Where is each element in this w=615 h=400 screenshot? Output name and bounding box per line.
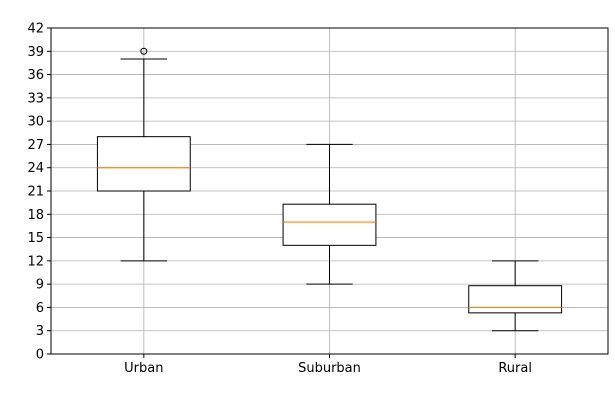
- y-tick-label: 27: [27, 138, 44, 153]
- y-tick-label: 6: [36, 301, 44, 316]
- x-tick-label: Rural: [498, 361, 532, 376]
- y-tick-label: 0: [36, 348, 44, 363]
- x-tick-label: Suburban: [298, 361, 361, 376]
- boxes: [96, 47, 563, 332]
- y-tick-label: 36: [27, 68, 44, 83]
- y-tick-label: 39: [27, 45, 44, 60]
- y-tick-label: 42: [27, 22, 44, 37]
- x-tick-label: Urban: [124, 361, 163, 376]
- iqr-box: [96, 136, 191, 192]
- y-tick-label: 33: [27, 91, 44, 106]
- iqr-box: [282, 203, 377, 246]
- y-tick-label: 3: [36, 324, 44, 339]
- y-tick-label: 15: [27, 231, 44, 246]
- box-rural: [468, 260, 563, 332]
- box-suburban: [282, 143, 377, 285]
- iqr-box: [468, 285, 563, 314]
- y-tick-label: 30: [27, 115, 44, 130]
- y-tick-label: 12: [27, 254, 44, 269]
- y-tick-label: 9: [36, 278, 44, 293]
- y-tick-label: 18: [27, 208, 44, 223]
- y-tick-label: 21: [27, 185, 44, 200]
- box-urban: [96, 47, 191, 262]
- y-tick-label: 24: [27, 161, 44, 176]
- outlier-point: [140, 47, 148, 55]
- x-axis-ticks: Urban Suburban Rural: [124, 354, 532, 376]
